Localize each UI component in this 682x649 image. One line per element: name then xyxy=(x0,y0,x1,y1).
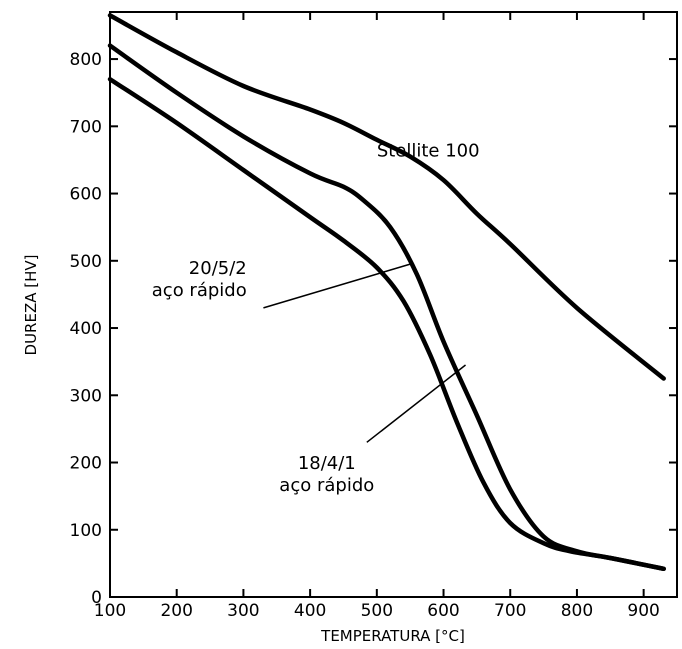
annotation-label-18-4-1-aco-rapido-line-1: 18/4/1 xyxy=(298,453,356,474)
annotation-leader-20-5-2-aco-rapido xyxy=(263,263,411,309)
x-axis-title: TEMPERATURA [°C] xyxy=(320,627,465,645)
y-tick-label-100: 100 xyxy=(70,521,102,541)
y-tick-label-400: 400 xyxy=(70,319,102,339)
x-tick-label-400: 400 xyxy=(294,601,326,621)
y-tick-label-200: 200 xyxy=(70,454,102,474)
x-tick-label-600: 600 xyxy=(427,601,459,621)
annotation-label-stellite-100-line-1: Stellite 100 xyxy=(377,141,480,162)
y-tick-label-600: 600 xyxy=(70,185,102,205)
x-tick-label-700: 700 xyxy=(494,601,526,621)
y-tick-label-0: 0 xyxy=(91,588,102,608)
plot-frame xyxy=(109,11,678,598)
tick-labels: 100 200 300 400 500 600 700 800 9000100200300400… xyxy=(70,50,660,621)
series-line-18-4-1-aco-rapido xyxy=(107,76,666,572)
series-line-20-5-2-aco-rapido xyxy=(107,43,666,572)
annotation-label-18-4-1-aco-rapido-line-2: aço rápido xyxy=(279,475,374,496)
x-tick-label-300: 300 xyxy=(227,601,259,621)
x-tick-label-900: 900 xyxy=(627,601,659,621)
y-tick-label-300: 300 xyxy=(70,386,102,406)
x-tick-label-500: 500 xyxy=(361,601,393,621)
series-line-stellite-100 xyxy=(107,13,666,381)
annotation-label-20-5-2-aco-rapido-line-1: 20/5/2 xyxy=(189,258,247,279)
x-tick-label-800: 800 xyxy=(561,601,593,621)
annotation-label-20-5-2-aco-rapido-line-2: aço rápido xyxy=(152,280,247,301)
axis-ticks xyxy=(109,12,677,598)
series-layer xyxy=(107,13,666,572)
annotation-leader-18-4-1-aco-rapido xyxy=(366,364,467,443)
x-tick-label-200: 200 xyxy=(160,601,192,621)
y-tick-label-700: 700 xyxy=(70,117,102,137)
y-tick-label-500: 500 xyxy=(70,252,102,272)
y-tick-label-800: 800 xyxy=(70,50,102,70)
x-tick-label-100: 100 xyxy=(94,601,126,621)
y-axis-title: DUREZA [HV] xyxy=(22,255,40,356)
